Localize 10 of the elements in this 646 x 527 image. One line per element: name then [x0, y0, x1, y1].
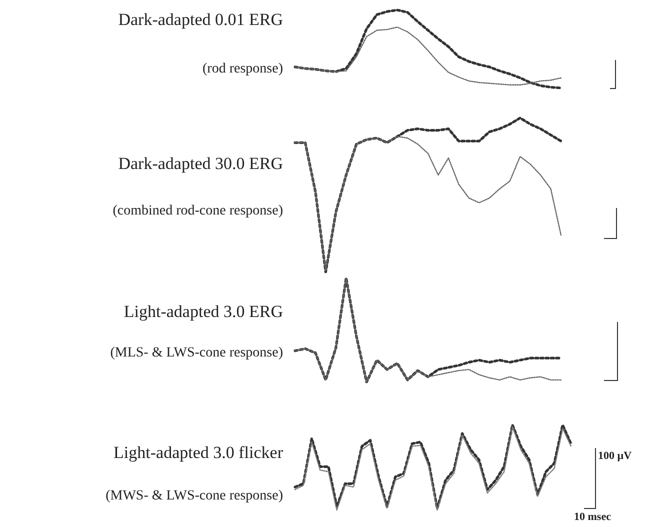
text: (MWS- & LWS-cone response) — [106, 488, 284, 504]
text: (rod response) — [202, 62, 284, 76]
text: 10 msec — [574, 511, 611, 523]
text: (MLS- & LWS-cone response) — [110, 346, 284, 360]
text: Dark-adapted 30.0 ERG — [118, 154, 283, 173]
text: 100 µV — [598, 450, 632, 462]
text: (combined rod-cone response) — [112, 204, 284, 218]
text: Light-adapted 3.0 ERG — [124, 302, 283, 321]
text: Light-adapted 3.0 flicker — [114, 443, 284, 462]
chart-title: Dark-adapted 0.01 ERG — [118, 10, 283, 29]
